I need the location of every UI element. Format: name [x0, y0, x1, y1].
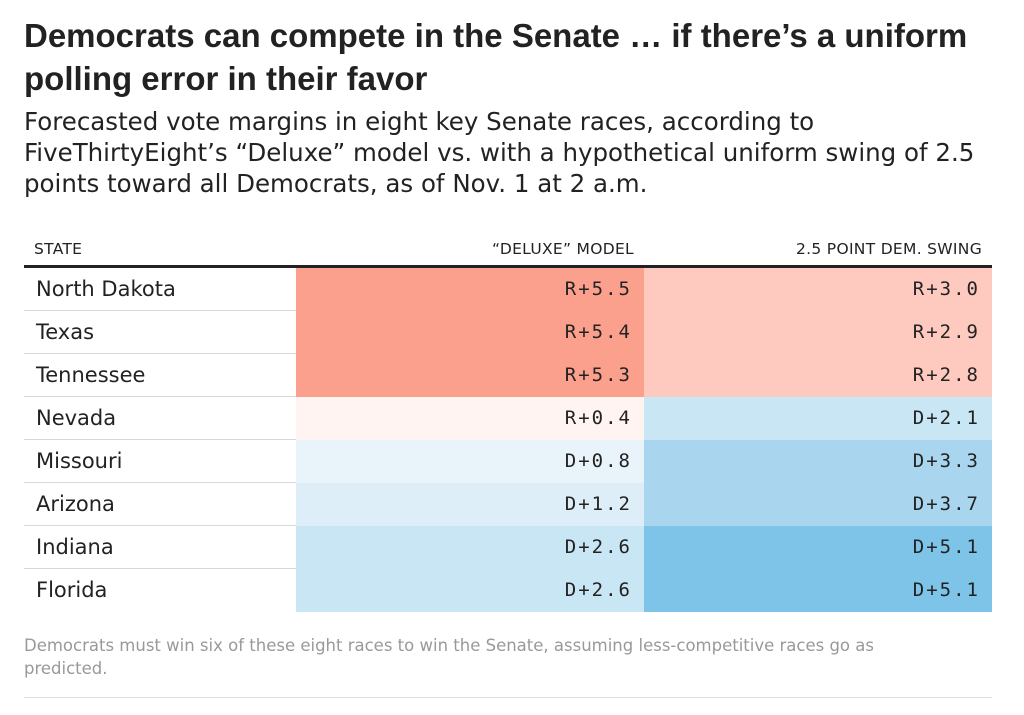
- swing-margin-cell: R+3.0: [644, 268, 992, 311]
- results-table: STATE “DELUXE” MODEL 2.5 POINT DEM. SWIN…: [24, 236, 992, 612]
- table-row: North Dakota R+5.5 R+3.0: [24, 268, 992, 311]
- state-name: Florida: [36, 578, 108, 602]
- column-header-swing: 2.5 POINT DEM. SWING: [796, 240, 982, 258]
- deluxe-margin-cell: R+5.4: [296, 311, 644, 354]
- deluxe-margin-cell: R+5.3: [296, 354, 644, 397]
- table-body: North Dakota R+5.5 R+3.0 Texas R+5.4 R+2.9 Ten…: [24, 268, 992, 612]
- footnote: Democrats must win six of these eight ra…: [24, 636, 874, 678]
- state-name: Nevada: [36, 406, 117, 430]
- state-name: Tennessee: [36, 363, 146, 387]
- swing-margin-cell: D+5.1: [644, 526, 992, 569]
- bottom-divider: [24, 697, 992, 698]
- chart-title: Democrats can compete in the Senate … if…: [24, 17, 968, 97]
- table-header: STATE “DELUXE” MODEL 2.5 POINT DEM. SWIN…: [24, 236, 992, 268]
- state-name: Indiana: [36, 535, 114, 559]
- swing-margin-cell: R+2.8: [644, 354, 992, 397]
- swing-margin-cell: D+5.1: [644, 569, 992, 612]
- deluxe-margin-cell: D+2.6: [296, 526, 644, 569]
- swing-margin-cell: D+3.7: [644, 483, 992, 526]
- state-name: Texas: [36, 320, 95, 344]
- column-header-deluxe: “DELUXE” MODEL: [492, 240, 634, 258]
- table-row: Missouri D+0.8 D+3.3: [24, 440, 992, 483]
- table-row: Indiana D+2.6 D+5.1: [24, 526, 992, 569]
- table-row: Tennessee R+5.3 R+2.8: [24, 354, 992, 397]
- deluxe-margin-cell: D+0.8: [296, 440, 644, 483]
- swing-margin-cell: D+3.3: [644, 440, 992, 483]
- deluxe-margin-cell: D+1.2: [296, 483, 644, 526]
- chart-subtitle: Forecasted vote margins in eight key Sen…: [24, 107, 975, 198]
- swing-margin-cell: R+2.9: [644, 311, 992, 354]
- deluxe-margin-cell: R+0.4: [296, 397, 644, 440]
- state-name: Arizona: [36, 492, 115, 516]
- table-row: Arizona D+1.2 D+3.7: [24, 483, 992, 526]
- state-name: North Dakota: [36, 277, 176, 301]
- table-row: Texas R+5.4 R+2.9: [24, 311, 992, 354]
- swing-margin-cell: D+2.1: [644, 397, 992, 440]
- state-name: Missouri: [36, 449, 123, 473]
- table-row: Florida D+2.6 D+5.1: [24, 569, 992, 612]
- table-row: Nevada R+0.4 D+2.1: [24, 397, 992, 440]
- deluxe-margin-cell: R+5.5: [296, 268, 644, 311]
- column-header-state: STATE: [34, 240, 83, 258]
- deluxe-margin-cell: D+2.6: [296, 569, 644, 612]
